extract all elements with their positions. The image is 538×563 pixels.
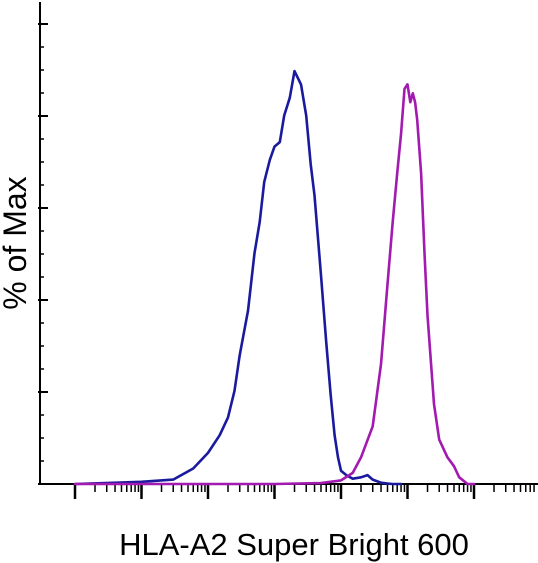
histogram-series-2 (73, 83, 476, 486)
y-axis (38, 2, 48, 485)
y-axis-label: % of Max (0, 176, 33, 309)
x-axis (40, 483, 538, 499)
x-axis-label: HLA-A2 Super Bright 600 (119, 527, 469, 562)
histogram-series-1 (73, 69, 403, 486)
series-layer (73, 69, 476, 486)
